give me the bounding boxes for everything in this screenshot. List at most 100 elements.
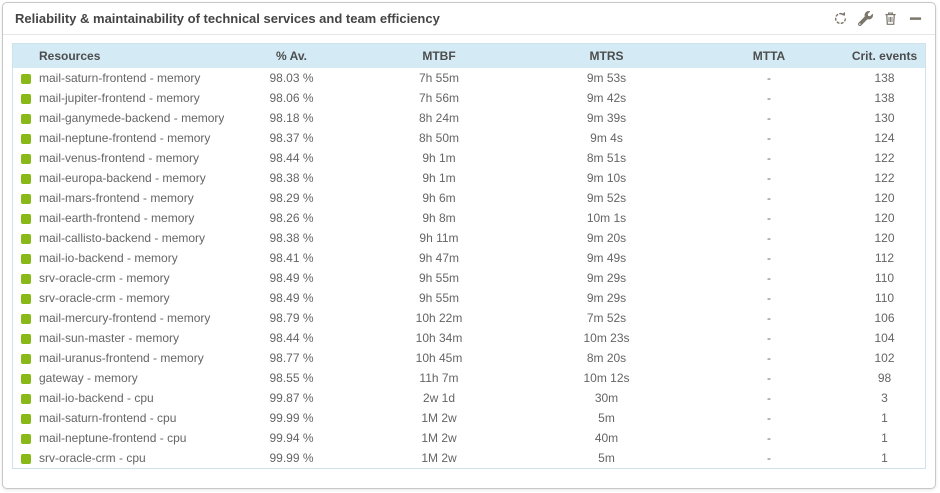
table-row[interactable]: srv-oracle-crm - memory 98.49 % 9h 55m 9… (13, 288, 925, 308)
status-ok-icon (21, 373, 31, 384)
status-ok-icon (21, 253, 31, 264)
status-cell (13, 108, 39, 128)
table-row[interactable]: mail-sun-master - memory 98.44 % 10h 34m… (13, 328, 925, 348)
table-row[interactable]: mail-europa-backend - memory 98.38 % 9h … (13, 168, 925, 188)
resource-name: mail-saturn-frontend - memory (39, 71, 201, 85)
resource-name: mail-mercury-frontend - memory (39, 311, 211, 325)
mtrs-value: 10m 23s (583, 331, 630, 345)
mtrs-value: 5m (598, 411, 615, 425)
resource-name: mail-venus-frontend - memory (39, 151, 200, 165)
table-row[interactable]: mail-io-backend - memory 98.41 % 9h 47m … (13, 248, 925, 268)
status-cell (13, 388, 39, 408)
mtbf-value: 10h 34m (415, 331, 463, 345)
availability-value: 98.26 % (269, 211, 314, 225)
status-ok-icon (21, 113, 31, 124)
trash-icon (883, 11, 898, 26)
widget-titlebar: Reliability & maintainability of technic… (3, 3, 935, 35)
column-header-resources[interactable]: Resources (13, 44, 224, 68)
mtbf-value: 1M 2w (421, 431, 457, 445)
status-cell (13, 248, 39, 268)
reliability-table: Resources % Av. MTBF MTRS MTTA Crit. eve… (13, 44, 925, 468)
status-ok-icon (21, 133, 31, 144)
crit-events-value: 130 (874, 111, 895, 125)
table-row[interactable]: mail-jupiter-frontend - memory 98.06 % 7… (13, 88, 925, 108)
table-row[interactable]: mail-mars-frontend - memory 98.29 % 9h 6… (13, 188, 925, 208)
table-row[interactable]: mail-neptune-frontend - memory 98.37 % 8… (13, 128, 925, 148)
status-ok-icon (21, 293, 31, 304)
table-row[interactable]: mail-venus-frontend - memory 98.44 % 9h … (13, 148, 925, 168)
availability-value: 98.49 % (269, 271, 314, 285)
mtrs-value: 30m (594, 391, 619, 405)
mtrs-value: 9m 4s (590, 131, 623, 145)
mtbf-value: 9h 1m (422, 151, 456, 165)
crit-events-value: 104 (874, 331, 895, 345)
status-cell (13, 308, 39, 328)
availability-value: 99.94 % (269, 431, 314, 445)
resource-name: srv-oracle-crm - memory (39, 291, 170, 305)
refresh-button[interactable] (832, 11, 848, 27)
delete-button[interactable] (882, 11, 898, 27)
mtta-value: - (767, 231, 771, 245)
mtta-value: - (767, 71, 771, 85)
column-header-mtbf[interactable]: MTBF (359, 44, 519, 68)
column-header-mtta[interactable]: MTTA (694, 44, 844, 68)
resource-name: mail-sun-master - memory (39, 331, 180, 345)
resource-name: mail-io-backend - cpu (39, 391, 154, 405)
wrench-icon (857, 11, 873, 26)
mtrs-value: 7m 52s (586, 311, 627, 325)
table-body: mail-saturn-frontend - memory 98.03 % 7h… (13, 68, 925, 468)
table-row[interactable]: srv-oracle-crm - cpu 99.99 % 1M 2w 5m - … (13, 448, 925, 468)
mtta-value: - (767, 151, 771, 165)
status-cell (13, 428, 39, 448)
mtrs-value: 10m 12s (583, 371, 630, 385)
resource-name: mail-io-backend - memory (39, 251, 178, 265)
mtrs-value: 8m 20s (586, 351, 627, 365)
table-row[interactable]: mail-earth-frontend - memory 98.26 % 9h … (13, 208, 925, 228)
mtbf-value: 9h 6m (422, 191, 456, 205)
mtta-value: - (767, 451, 771, 465)
mtbf-value: 1M 2w (421, 451, 457, 465)
crit-events-value: 110 (874, 291, 895, 305)
mtrs-value: 9m 39s (586, 111, 627, 125)
table-row[interactable]: mail-saturn-frontend - cpu 99.99 % 1M 2w… (13, 408, 925, 428)
mtta-value: - (767, 391, 771, 405)
widget-toolbar (832, 11, 923, 27)
status-cell (13, 128, 39, 148)
settings-button[interactable] (857, 11, 873, 27)
status-cell (13, 368, 39, 388)
availability-value: 98.03 % (269, 71, 314, 85)
mtta-value: - (767, 191, 771, 205)
availability-value: 98.37 % (269, 131, 314, 145)
table-row[interactable]: mail-callisto-backend - memory 98.38 % 9… (13, 228, 925, 248)
column-header-crit-events[interactable]: Crit. events (844, 44, 925, 68)
availability-value: 98.44 % (269, 331, 314, 345)
mtrs-value: 9m 53s (586, 71, 627, 85)
table-row[interactable]: mail-saturn-frontend - memory 98.03 % 7h… (13, 68, 925, 88)
resource-name: srv-oracle-crm - cpu (39, 451, 146, 465)
status-ok-icon (21, 313, 31, 324)
mtrs-value: 9m 10s (586, 171, 627, 185)
mtbf-value: 9h 47m (418, 251, 460, 265)
table-row[interactable]: gateway - memory 98.55 % 11h 7m 10m 12s … (13, 368, 925, 388)
crit-events-value: 138 (874, 91, 895, 105)
column-header-availability[interactable]: % Av. (224, 44, 359, 68)
status-ok-icon (21, 233, 31, 244)
table-row[interactable]: mail-io-backend - cpu 99.87 % 2w 1d 30m … (13, 388, 925, 408)
status-cell (13, 288, 39, 308)
status-cell (13, 168, 39, 188)
mtbf-value: 8h 24m (418, 111, 460, 125)
column-header-mtrs[interactable]: MTRS (519, 44, 694, 68)
widget-title: Reliability & maintainability of technic… (15, 11, 440, 26)
mtta-value: - (767, 371, 771, 385)
mtrs-value: 9m 20s (586, 231, 627, 245)
table-row[interactable]: srv-oracle-crm - memory 98.49 % 9h 55m 9… (13, 268, 925, 288)
table-row[interactable]: mail-uranus-frontend - memory 98.77 % 10… (13, 348, 925, 368)
table-header-row: Resources % Av. MTBF MTRS MTTA Crit. eve… (13, 44, 925, 68)
resource-name: srv-oracle-crm - memory (39, 271, 170, 285)
collapse-button[interactable] (907, 11, 923, 27)
resource-name: mail-jupiter-frontend - memory (39, 91, 200, 105)
table-row[interactable]: mail-ganymede-backend - memory 98.18 % 8… (13, 108, 925, 128)
table-row[interactable]: mail-neptune-frontend - cpu 99.94 % 1M 2… (13, 428, 925, 448)
table-row[interactable]: mail-mercury-frontend - memory 98.79 % 1… (13, 308, 925, 328)
